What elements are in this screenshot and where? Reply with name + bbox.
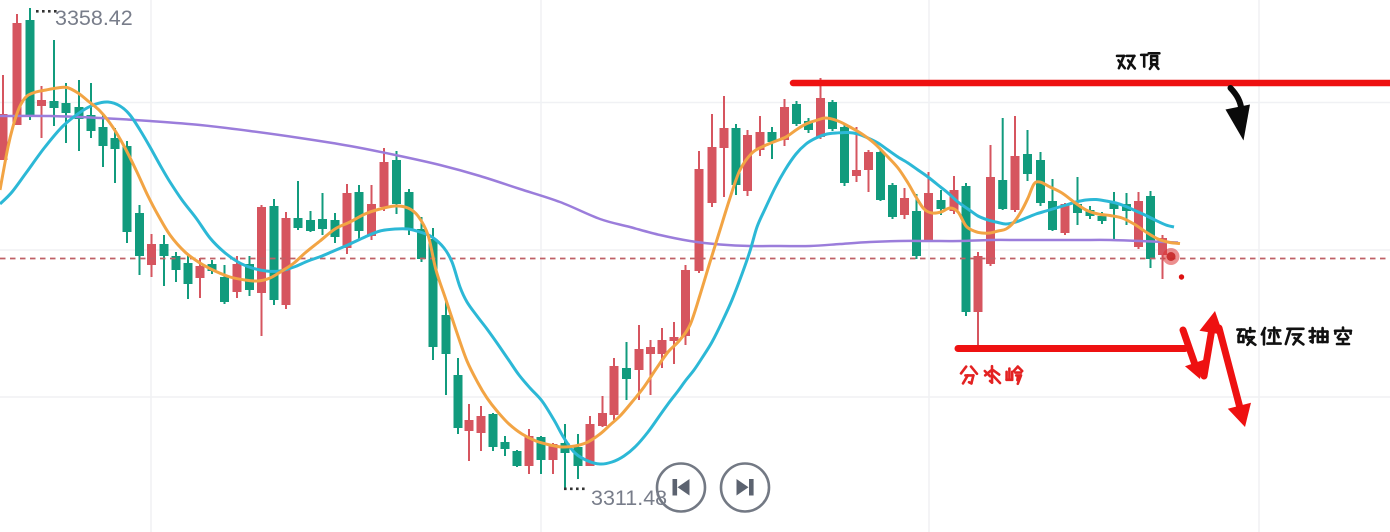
svg-text:3311.48: 3311.48 <box>591 486 667 510</box>
svg-text:3358.42: 3358.42 <box>55 6 133 30</box>
